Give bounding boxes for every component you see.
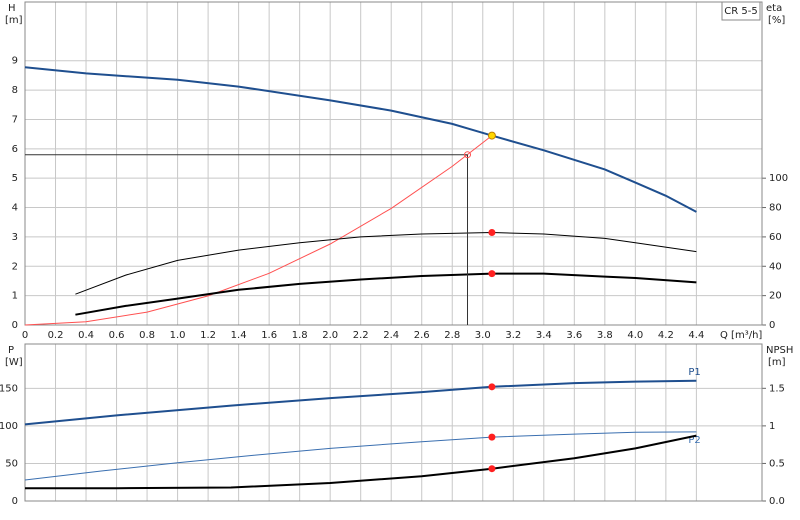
curve-label: P1 <box>688 367 700 378</box>
operating-point <box>488 433 496 441</box>
curve <box>75 231 697 295</box>
y2-axis-label: eta <box>766 3 782 14</box>
operating-point <box>487 131 496 140</box>
curve <box>24 66 697 213</box>
plot-frame <box>24 343 763 502</box>
y-tick-label: 8 <box>12 85 18 96</box>
x-tick-label: 4.4 <box>688 330 704 341</box>
y-tick-label: 4 <box>12 203 18 214</box>
x-tick-label: 3.2 <box>505 330 521 341</box>
operating-point <box>488 270 496 278</box>
x-tick-label: 0.4 <box>78 330 94 341</box>
curve-label: P2 <box>688 435 700 446</box>
x-tick-label: 3.8 <box>597 330 613 341</box>
curve <box>25 434 697 490</box>
y-axis-unit: [W] <box>5 357 23 368</box>
curve <box>24 431 697 481</box>
x-tick-label: 2.4 <box>383 330 399 341</box>
y-tick-label: 5 <box>12 173 18 184</box>
y-tick-label: 2 <box>12 261 18 272</box>
y-tick-label: 150 <box>0 383 18 394</box>
y2-tick-label: 100 <box>769 173 788 184</box>
curve <box>75 272 697 316</box>
plot-frame <box>24 1 763 326</box>
y-tick-label: 3 <box>12 232 18 243</box>
plot-area <box>25 2 762 325</box>
y-axis-label: H <box>8 3 16 14</box>
curve <box>24 379 697 426</box>
y2-tick-label: 0.0 <box>769 496 785 507</box>
x-tick-label: 1.0 <box>170 330 186 341</box>
x-tick-label: 3.0 <box>475 330 491 341</box>
y-tick-label: 6 <box>12 144 18 155</box>
x-tick-label: 4.2 <box>658 330 674 341</box>
x-tick-label: 0 <box>22 330 28 341</box>
y-tick-label: 7 <box>12 114 18 125</box>
x-tick-label: 3.4 <box>536 330 552 341</box>
y-axis-label: P <box>8 345 14 356</box>
y2-tick-label: 1 <box>769 421 775 432</box>
x-axis-label: Q [m³/h] <box>720 330 762 341</box>
chart-title: CR 5-5 <box>724 6 757 17</box>
title-box <box>721 1 761 21</box>
y2-axis-label: NPSH <box>766 345 793 356</box>
x-tick-label: 2.0 <box>322 330 338 341</box>
y-tick-label: 9 <box>12 56 18 67</box>
x-tick-label: 2.8 <box>444 330 460 341</box>
operating-point <box>488 229 496 237</box>
y2-tick-label: 80 <box>769 203 782 214</box>
y-tick-label: 1 <box>12 291 18 302</box>
y2-tick-label: 60 <box>769 232 782 243</box>
x-tick-label: 4.0 <box>627 330 643 341</box>
operating-point <box>464 151 472 159</box>
y2-tick-label: 40 <box>769 261 782 272</box>
x-tick-label: 1.4 <box>231 330 247 341</box>
x-tick-label: 0.8 <box>139 330 155 341</box>
y-axis-unit: [m] <box>5 15 23 26</box>
operating-point <box>488 383 496 391</box>
y2-axis-unit: [m] <box>768 357 786 368</box>
x-tick-label: 2.6 <box>414 330 430 341</box>
y2-tick-label: 20 <box>769 291 782 302</box>
x-tick-label: 1.6 <box>261 330 277 341</box>
y2-tick-label: 0 <box>769 320 775 331</box>
y-tick-label: 0 <box>12 496 18 507</box>
y2-tick-label: 0.5 <box>769 458 785 469</box>
x-tick-label: 0.2 <box>48 330 64 341</box>
x-tick-label: 0.6 <box>109 330 125 341</box>
y2-tick-label: 1.5 <box>769 383 785 394</box>
y-tick-label: 50 <box>5 458 18 469</box>
operating-point <box>488 465 496 473</box>
y-tick-label: 100 <box>0 421 18 432</box>
curve <box>24 135 493 326</box>
y-tick-label: 0 <box>12 320 18 331</box>
x-tick-label: 1.2 <box>200 330 216 341</box>
plot-area <box>25 344 762 501</box>
y2-axis-unit: [%] <box>768 15 785 26</box>
x-tick-label: 1.8 <box>292 330 308 341</box>
x-tick-label: 3.6 <box>566 330 582 341</box>
x-tick-label: 2.2 <box>353 330 369 341</box>
